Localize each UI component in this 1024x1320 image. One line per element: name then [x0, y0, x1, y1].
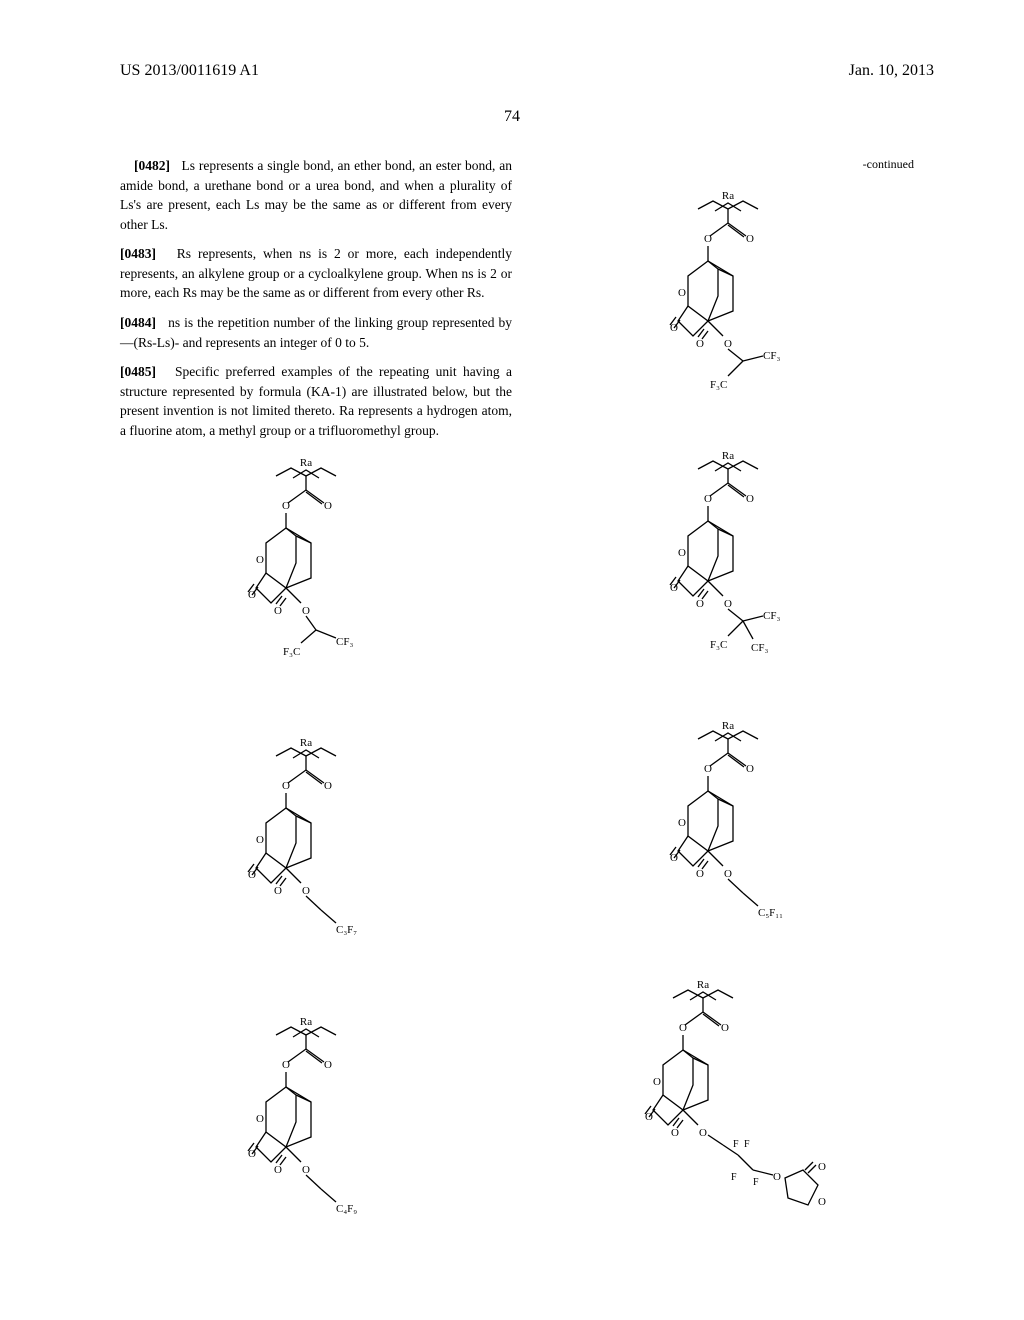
continued-label: -continued	[542, 156, 934, 173]
para-text: Rs represents, when ns is 2 or more, eac…	[120, 246, 512, 300]
svg-text:O: O	[256, 834, 264, 846]
svg-text:Ra: Ra	[722, 191, 734, 202]
svg-text:O: O	[704, 233, 712, 245]
svg-text:O: O	[696, 598, 704, 610]
svg-text:F₃C: F₃C	[710, 379, 727, 391]
page-number: 74	[0, 108, 1024, 126]
svg-text:O: O	[746, 763, 754, 775]
chemical-structure: Ra O O O O	[120, 738, 512, 994]
para-num: [0482]	[134, 158, 170, 173]
svg-text:O: O	[678, 287, 686, 299]
svg-text:O: O	[282, 500, 290, 512]
svg-text:C₃F₇: C₃F₇	[336, 924, 357, 936]
svg-text:F: F	[733, 1139, 739, 1150]
chemical-structure: Ra O O O O O O	[542, 980, 934, 1246]
svg-text:O: O	[274, 885, 282, 897]
chemical-structure: Ra O O O O	[120, 1017, 512, 1273]
svg-text:CF₃: CF₃	[763, 350, 780, 362]
svg-text:Ra: Ra	[300, 458, 312, 469]
chemical-structure: Ra O O O O O O	[542, 721, 934, 957]
left-column: [0482] Ls represents a single bond, an e…	[120, 156, 512, 1297]
para-text: Specific preferred examples of the repea…	[120, 364, 512, 438]
para-num: [0483]	[120, 246, 156, 261]
svg-text:O: O	[302, 605, 310, 617]
svg-text:O: O	[302, 1164, 310, 1176]
structures-left: Ra O O O O	[120, 458, 512, 1273]
svg-text:O: O	[653, 1076, 661, 1088]
para-text: ns is the repetition number of the linki…	[120, 315, 512, 350]
svg-text:F: F	[744, 1139, 750, 1150]
svg-text:O: O	[724, 338, 732, 350]
svg-text:O: O	[282, 780, 290, 792]
svg-text:O: O	[746, 233, 754, 245]
svg-text:Ra: Ra	[300, 738, 312, 749]
svg-text:O: O	[324, 1059, 332, 1071]
svg-text:O: O	[773, 1171, 781, 1183]
svg-text:Ra: Ra	[722, 451, 734, 462]
svg-text:O: O	[324, 780, 332, 792]
svg-text:O: O	[324, 500, 332, 512]
svg-text:O: O	[679, 1022, 687, 1034]
svg-text:O: O	[274, 1164, 282, 1176]
chemical-structure: Ra O O O O O O	[542, 191, 934, 427]
svg-text:O: O	[704, 763, 712, 775]
svg-text:F: F	[753, 1177, 759, 1188]
svg-text:O: O	[678, 547, 686, 559]
svg-text:O: O	[256, 1113, 264, 1125]
svg-text:F₃C: F₃C	[283, 646, 300, 658]
page-header: US 2013/0011619 A1 Jan. 10, 2013	[0, 0, 1024, 80]
svg-text:O: O	[302, 885, 310, 897]
svg-text:C₅F₁₁: C₅F₁₁	[758, 907, 783, 919]
svg-text:Ra: Ra	[722, 721, 734, 732]
para-text: Ls represents a single bond, an ether bo…	[120, 158, 512, 232]
svg-text:O: O	[696, 868, 704, 880]
svg-text:C₄F₉: C₄F₉	[336, 1203, 357, 1215]
para-num: [0484]	[120, 315, 156, 330]
svg-text:O: O	[724, 868, 732, 880]
chemical-structure: Ra O O O O O O	[542, 451, 934, 697]
svg-text:O: O	[282, 1059, 290, 1071]
svg-text:O: O	[696, 338, 704, 350]
para-num: [0485]	[120, 364, 156, 379]
svg-text:O: O	[274, 605, 282, 617]
svg-text:O: O	[746, 493, 754, 505]
svg-text:O: O	[818, 1196, 826, 1208]
paragraph-0483: [0483] Rs represents, when ns is 2 or mo…	[120, 244, 512, 303]
svg-text:O: O	[704, 493, 712, 505]
svg-text:O: O	[671, 1127, 679, 1139]
paragraph-0482: [0482] Ls represents a single bond, an e…	[120, 156, 512, 234]
chemical-structure: Ra O O O O	[120, 458, 512, 714]
svg-text:Ra: Ra	[697, 980, 709, 991]
svg-text:O: O	[818, 1161, 826, 1173]
svg-text:O: O	[678, 817, 686, 829]
svg-text:O: O	[256, 554, 264, 566]
content-area: [0482] Ls represents a single bond, an e…	[0, 126, 1024, 1297]
svg-text:F₃C: F₃C	[710, 639, 727, 651]
svg-text:O: O	[721, 1022, 729, 1034]
svg-text:CF₃: CF₃	[751, 642, 768, 654]
svg-text:CF₃: CF₃	[763, 610, 780, 622]
svg-text:Ra: Ra	[300, 1017, 312, 1028]
right-column: -continued Ra O O O	[542, 156, 934, 1297]
svg-text:O: O	[699, 1127, 707, 1139]
publication-number: US 2013/0011619 A1	[120, 62, 259, 80]
svg-text:F: F	[731, 1172, 737, 1183]
publication-date: Jan. 10, 2013	[849, 62, 934, 80]
svg-text:CF₃: CF₃	[336, 636, 353, 648]
svg-text:O: O	[724, 598, 732, 610]
paragraph-0485: [0485] Specific preferred examples of th…	[120, 362, 512, 440]
paragraph-0484: [0484] ns is the repetition number of th…	[120, 313, 512, 352]
